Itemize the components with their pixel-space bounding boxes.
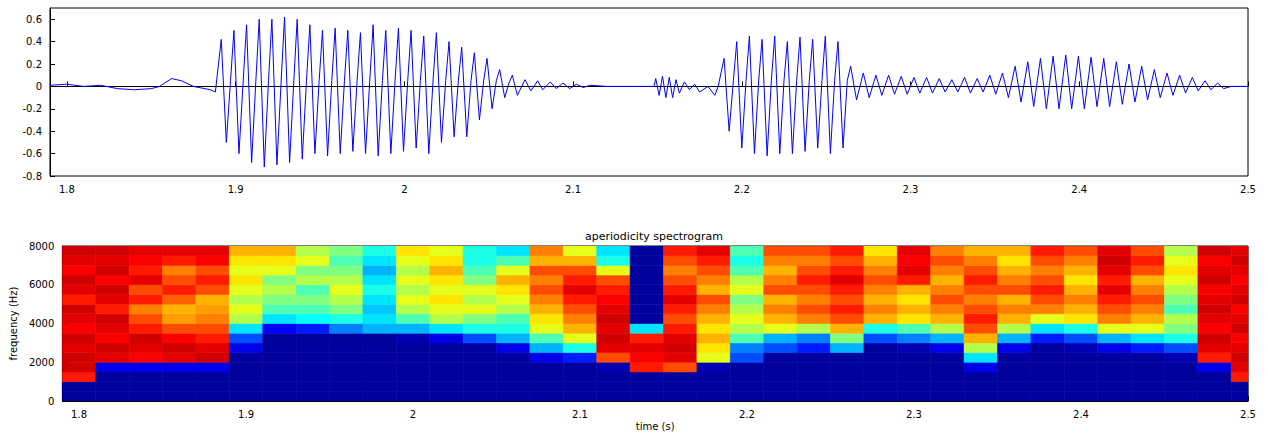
svg-text:-0.6: -0.6 <box>22 148 42 159</box>
svg-text:1.8: 1.8 <box>71 409 87 420</box>
svg-text:2.2: 2.2 <box>739 409 755 420</box>
svg-text:2.5: 2.5 <box>1240 184 1256 195</box>
svg-text:2.3: 2.3 <box>903 184 919 195</box>
svg-text:2.4: 2.4 <box>1073 409 1089 420</box>
svg-text:0.2: 0.2 <box>26 59 42 70</box>
svg-text:2.4: 2.4 <box>1071 184 1087 195</box>
svg-text:0.6: 0.6 <box>26 14 42 25</box>
svg-text:0: 0 <box>48 396 54 407</box>
svg-text:-0.2: -0.2 <box>22 103 42 114</box>
svg-text:time (s): time (s) <box>636 421 675 432</box>
svg-text:0: 0 <box>36 81 42 92</box>
svg-text:2.2: 2.2 <box>734 184 750 195</box>
svg-text:8000: 8000 <box>29 241 54 252</box>
svg-text:1.9: 1.9 <box>228 184 244 195</box>
svg-text:2.3: 2.3 <box>906 409 922 420</box>
svg-text:6000: 6000 <box>29 279 54 290</box>
svg-text:2000: 2000 <box>29 357 54 368</box>
svg-text:2.1: 2.1 <box>572 409 588 420</box>
svg-text:0.4: 0.4 <box>26 36 42 47</box>
svg-text:aperiodicity spectrogram: aperiodicity spectrogram <box>585 230 723 243</box>
svg-text:2: 2 <box>410 409 416 420</box>
svg-text:2.1: 2.1 <box>565 184 581 195</box>
svg-text:2: 2 <box>401 184 407 195</box>
svg-text:frequency (Hz): frequency (Hz) <box>8 286 19 360</box>
svg-text:4000: 4000 <box>29 318 54 329</box>
svg-text:2.5: 2.5 <box>1240 409 1256 420</box>
svg-text:1.9: 1.9 <box>238 409 254 420</box>
svg-text:-0.4: -0.4 <box>22 126 42 137</box>
svg-text:1.8: 1.8 <box>59 184 75 195</box>
svg-text:-0.8: -0.8 <box>22 171 42 182</box>
